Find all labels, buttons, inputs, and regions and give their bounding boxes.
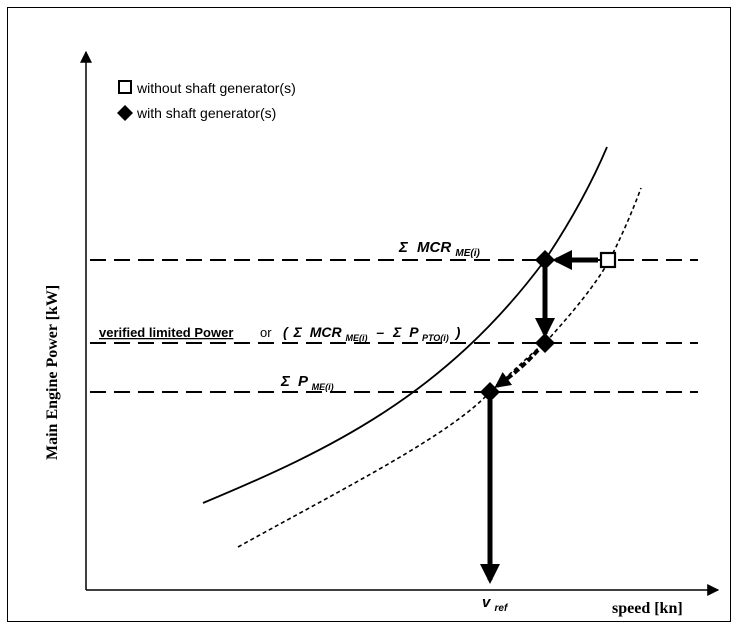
mcr-main: MCR	[417, 239, 451, 256]
paren-mcr-subscript: ME(i)	[346, 333, 368, 343]
curve-without-shaft-generator	[202, 146, 608, 504]
paren-mcr: MCR	[310, 324, 343, 340]
paren-p-subscript: PTO(i)	[422, 333, 449, 343]
figure-frame	[7, 7, 731, 622]
point-pme-with-shaft-generator	[480, 382, 500, 402]
vref-label: v ref	[482, 594, 509, 614]
verified-or: or	[260, 325, 272, 340]
legend-without-label: without shaft generator(s)	[136, 80, 296, 96]
svg-text:Σ P ME(i): Σ P ME(i)	[280, 373, 334, 392]
vref-subscript: ref	[495, 603, 509, 614]
mcr-sigma: Σ	[398, 239, 409, 256]
paren-close: )	[454, 324, 461, 340]
paren-open: (	[283, 324, 289, 340]
legend: without shaft generator(s) with shaft ge…	[117, 80, 296, 121]
mcr-subscript: ME(i)	[455, 248, 480, 259]
arrow-along-curve	[494, 348, 540, 388]
verified-power-label: verified limited Power or ( Σ MCR ME(i) …	[99, 324, 461, 344]
svg-text:( Σ MCR ME(i: ( Σ MCR ME(i) – Σ P PTO(i) )	[283, 324, 461, 344]
point-without-shaft-generator	[599, 251, 617, 269]
mcr-label: Σ MCR ME(i)	[398, 239, 480, 259]
paren-sigma-2: Σ	[392, 324, 402, 340]
verified-text: verified limited Power	[99, 325, 233, 340]
svg-text:Σ MCR ME(i): Σ MCR ME(i)	[398, 239, 480, 259]
legend-square-icon	[118, 80, 132, 94]
pme-label: Σ P ME(i)	[280, 373, 334, 392]
paren-p: P	[409, 324, 419, 340]
paren-minus: –	[376, 324, 384, 340]
pme-sigma: Σ	[280, 373, 291, 390]
legend-with-label: with shaft generator(s)	[136, 105, 276, 121]
x-axis-label: speed [kn]	[612, 600, 683, 617]
pme-p: P	[298, 373, 309, 390]
paren-sigma-1: Σ	[293, 324, 303, 340]
legend-diamond-icon	[117, 105, 133, 121]
svg-text:v ref: v ref	[482, 594, 509, 614]
point-verified-with-shaft-generator	[535, 333, 555, 353]
y-axis-label: Main Engine Power [kW]	[44, 285, 61, 460]
point-mcr-with-shaft-generator	[535, 250, 555, 270]
pme-subscript: ME(i)	[312, 382, 334, 392]
vref-v: v	[482, 594, 492, 611]
